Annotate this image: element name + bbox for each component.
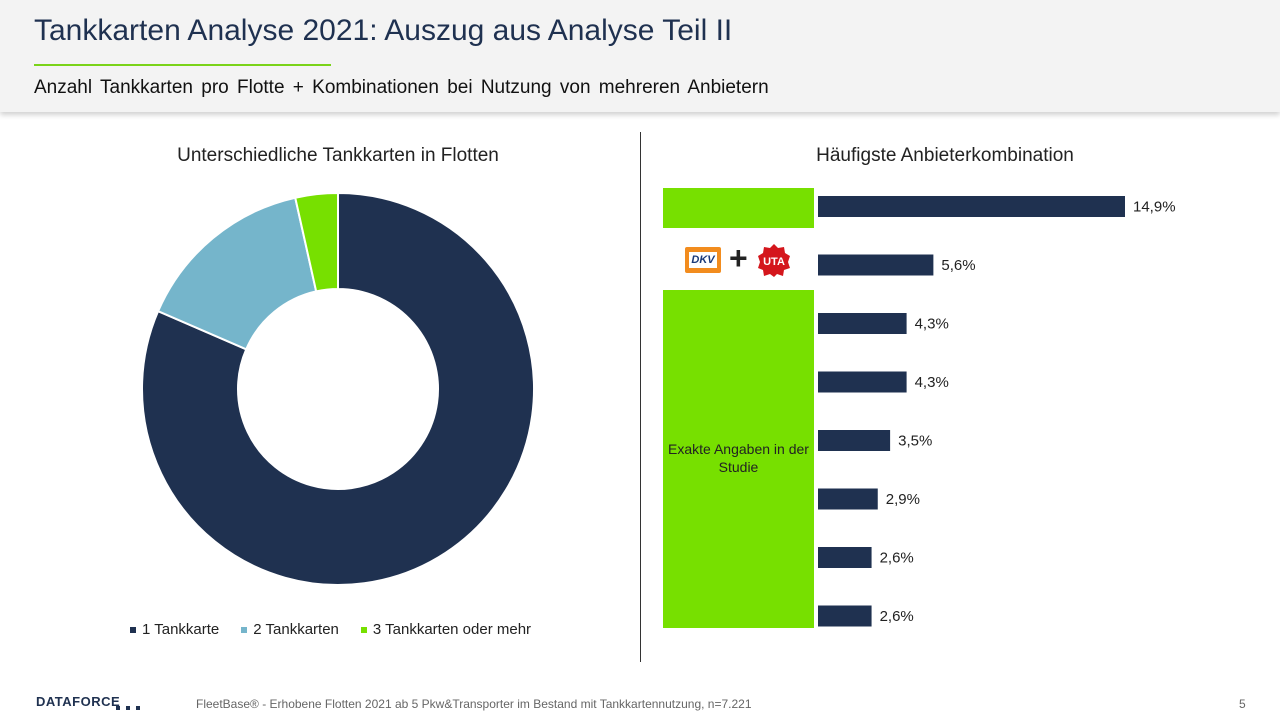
- study-note: Exakte Angaben in der Studie: [668, 441, 809, 475]
- bar-value-label: 14,9%: [1133, 199, 1176, 216]
- bar-1: [818, 196, 1125, 217]
- bar-value-label: 3,5%: [898, 433, 932, 450]
- plus-icon: +: [729, 240, 748, 276]
- legend-label: 3 Tankkarten oder mehr: [372, 621, 532, 638]
- bar-2: [818, 254, 934, 276]
- logo-dots-icon: [116, 706, 140, 710]
- legend-item-2: 2 Tankkarten: [241, 621, 339, 638]
- bar-6: [818, 488, 878, 510]
- bar-chart-title: Häufigste Anbieterkombination: [816, 145, 1074, 166]
- uta-logo: UTA: [758, 244, 790, 277]
- donut-slice-3: [294, 191, 339, 293]
- page-title: Tankkarten Analyse 2021: Auszug aus Anal…: [34, 14, 733, 47]
- bar-value-label: 4,3%: [915, 374, 949, 391]
- title-underline: [34, 64, 331, 66]
- dkv-logo-text: DKV: [689, 252, 717, 268]
- bar-value-label: 2,6%: [880, 608, 914, 625]
- legend-swatch: [130, 626, 136, 633]
- bar-5: [818, 430, 891, 451]
- bar-value-label: 4,3%: [915, 316, 949, 333]
- legend-label: 1 Tankkarte: [142, 621, 220, 638]
- bar-value-label: 2,6%: [880, 550, 914, 567]
- donut-legend: 1 Tankkarte 2 Tankkarten 3 Tankkarten oder…: [130, 621, 531, 638]
- page-subtitle: Anzahl Tankkarten pro Flotte + Kombinati…: [34, 77, 769, 98]
- dkv-logo: DKV: [685, 247, 721, 273]
- bar-value-label: 2,9%: [886, 491, 920, 508]
- dataforce-logo: DATAFORCE: [36, 694, 121, 709]
- bar-value-label: 5,6%: [941, 257, 975, 274]
- hidden-provider-box-2: [663, 290, 814, 628]
- donut-slice-1: [141, 191, 535, 586]
- bar-chart: 14,9% 5,6% 4,3% 4,3% 3,5% 2,9% 2,6% 2,6%: [818, 196, 1176, 627]
- legend-swatch: [241, 626, 248, 633]
- legend-label: 2 Tankkarten: [253, 621, 339, 638]
- hidden-provider-box-1: [663, 188, 814, 228]
- legend-swatch: [360, 626, 367, 633]
- bar-8: [818, 605, 872, 627]
- donut-chart-title: Unterschiedliche Tankkarten in Flotten: [177, 145, 499, 166]
- svg-text:UTA: UTA: [763, 256, 785, 268]
- bar-3: [818, 313, 907, 334]
- slide-header: Tankkarten Analyse 2021: Auszug aus Anal…: [0, 0, 1280, 112]
- legend-item-3: 3 Tankkarten oder mehr: [360, 621, 532, 638]
- page-number: 5: [1239, 697, 1246, 711]
- donut-chart: [141, 191, 535, 586]
- bar-4: [818, 371, 907, 393]
- panel-divider: [640, 132, 641, 662]
- legend-item-1: 1 Tankkarte: [130, 621, 219, 638]
- bar-7: [818, 547, 872, 568]
- footer-source-note: FleetBase® - Erhobene Flotten 2021 ab 5 …: [196, 697, 752, 711]
